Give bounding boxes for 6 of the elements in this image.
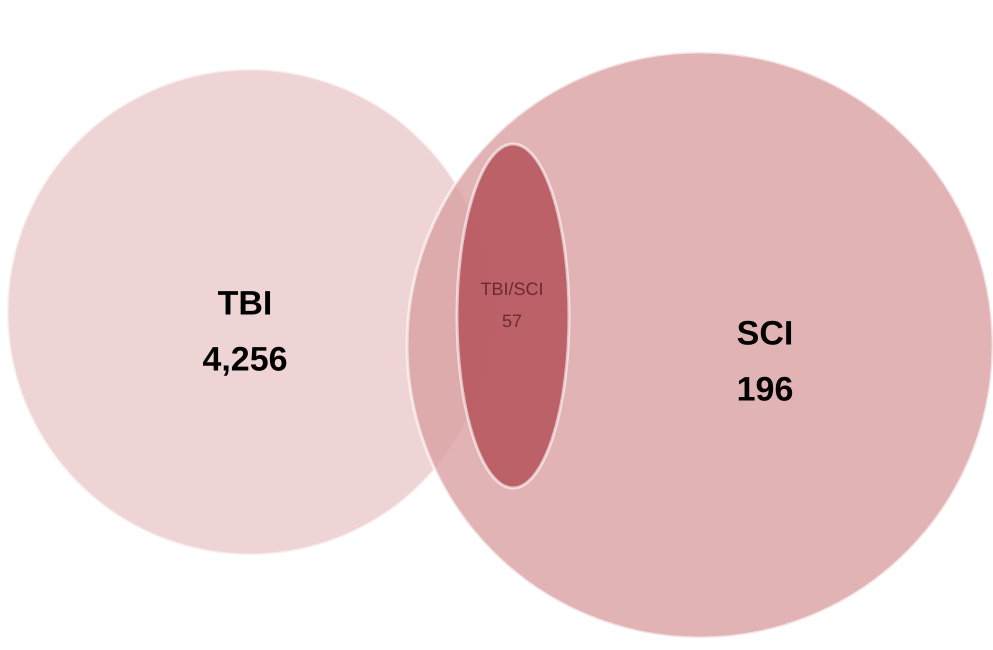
data-label: 4,256	[202, 340, 288, 378]
data-label: 196	[736, 370, 794, 408]
category-label: SCI	[736, 314, 794, 352]
category-label: TBI	[218, 284, 272, 322]
data-label: 57	[502, 310, 522, 331]
category-label: TBI/SCI	[480, 278, 544, 299]
